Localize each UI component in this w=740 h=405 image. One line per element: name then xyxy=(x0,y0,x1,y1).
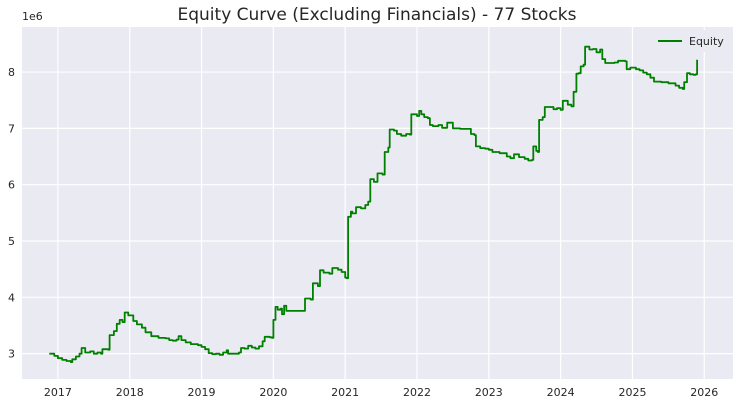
tick-labels: 2017 2018 2019 2020 2021 2022 2023 2024 2025 2026… xyxy=(8,66,718,399)
x-tick-label: 2023 xyxy=(475,386,503,399)
legend-box xyxy=(650,30,728,52)
y-offset-label: 1e6 xyxy=(22,10,43,23)
y-tick-label: 7 xyxy=(8,122,15,135)
x-tick-label: 2020 xyxy=(259,386,287,399)
legend: Equity xyxy=(650,30,728,52)
x-tick-label: 2026 xyxy=(690,386,718,399)
plot-area xyxy=(22,27,733,379)
x-tick-label: 2024 xyxy=(547,386,575,399)
x-tick-label: 2025 xyxy=(618,386,646,399)
grid-lines xyxy=(22,27,733,379)
y-tick-label: 8 xyxy=(8,66,15,79)
legend-label-equity: Equity xyxy=(689,35,724,48)
series-lines xyxy=(49,45,698,363)
series-line-equity xyxy=(49,45,698,363)
y-tick-label: 5 xyxy=(8,235,15,248)
x-tick-label: 2017 xyxy=(44,386,72,399)
chart-title: Equity Curve (Excluding Financials) - 77… xyxy=(178,5,577,25)
x-tick-label: 2022 xyxy=(403,386,431,399)
x-tick-label: 2018 xyxy=(116,386,144,399)
y-tick-label: 4 xyxy=(8,291,15,304)
y-tick-label: 6 xyxy=(8,179,15,192)
x-tick-label: 2021 xyxy=(331,386,359,399)
y-tick-label: 3 xyxy=(8,348,15,361)
x-tick-label: 2019 xyxy=(188,386,216,399)
